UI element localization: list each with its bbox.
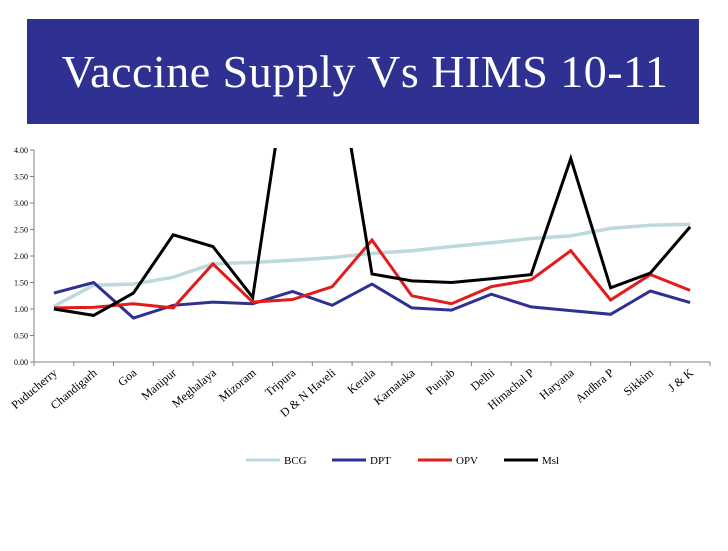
y-tick-label: 2.00 xyxy=(14,252,28,261)
x-tick-label: Andhra P xyxy=(573,365,617,405)
y-tick-label: 3.50 xyxy=(14,173,28,182)
series-layer xyxy=(53,148,692,320)
x-tick-label: Haryana xyxy=(537,365,578,402)
slide-title: Vaccine Supply Vs HIMS 10-11 xyxy=(27,19,699,124)
y-tick-label: 3.00 xyxy=(14,199,28,208)
chart-svg: 0.000.501.001.502.002.503.003.504.00Pudu… xyxy=(8,146,711,467)
legend-label-bcg: BCG xyxy=(284,455,307,467)
legend-label-msl: Msl xyxy=(542,455,559,467)
x-tick-label: Meghalaya xyxy=(169,365,219,410)
x-tick-label: Kerala xyxy=(344,365,378,397)
y-tick-label: 0.50 xyxy=(14,332,28,341)
x-tick-label: Tripura xyxy=(262,365,299,399)
y-tick-label: 2.50 xyxy=(14,226,28,235)
x-tick-label: Sikkim xyxy=(621,365,657,398)
y-tick-label: 1.50 xyxy=(14,279,28,288)
x-tick-label: Punjab xyxy=(423,366,458,398)
axes: 0.000.501.001.502.002.503.003.504.00Pudu… xyxy=(8,146,711,420)
series-line-msl xyxy=(53,148,692,317)
line-chart: 0.00 0.50 1.00 1.50 2.00 2.50 3.00 3.50 4.00 Pudu… xyxy=(0,130,728,546)
x-tick-label: Karnataka xyxy=(371,365,418,408)
y-tick-label: 1.00 xyxy=(14,305,28,314)
x-tick-label: Delhi xyxy=(468,365,498,393)
series-line-bcg xyxy=(53,222,691,308)
legend-label-opv: OPV xyxy=(456,455,478,467)
x-tick-label: Goa xyxy=(115,365,140,389)
x-tick-label: J & K xyxy=(665,365,696,394)
y-tick-label: 4.00 xyxy=(14,146,28,155)
x-tick-label: Mizoram xyxy=(216,365,259,404)
series-line-opv xyxy=(53,237,691,310)
y-tick-label: 0.00 xyxy=(14,358,28,367)
legend-label-dpt: DPT xyxy=(370,455,391,467)
legend: BCG DPT OPV Msl xyxy=(246,455,559,467)
series-line-dpt xyxy=(53,280,691,320)
